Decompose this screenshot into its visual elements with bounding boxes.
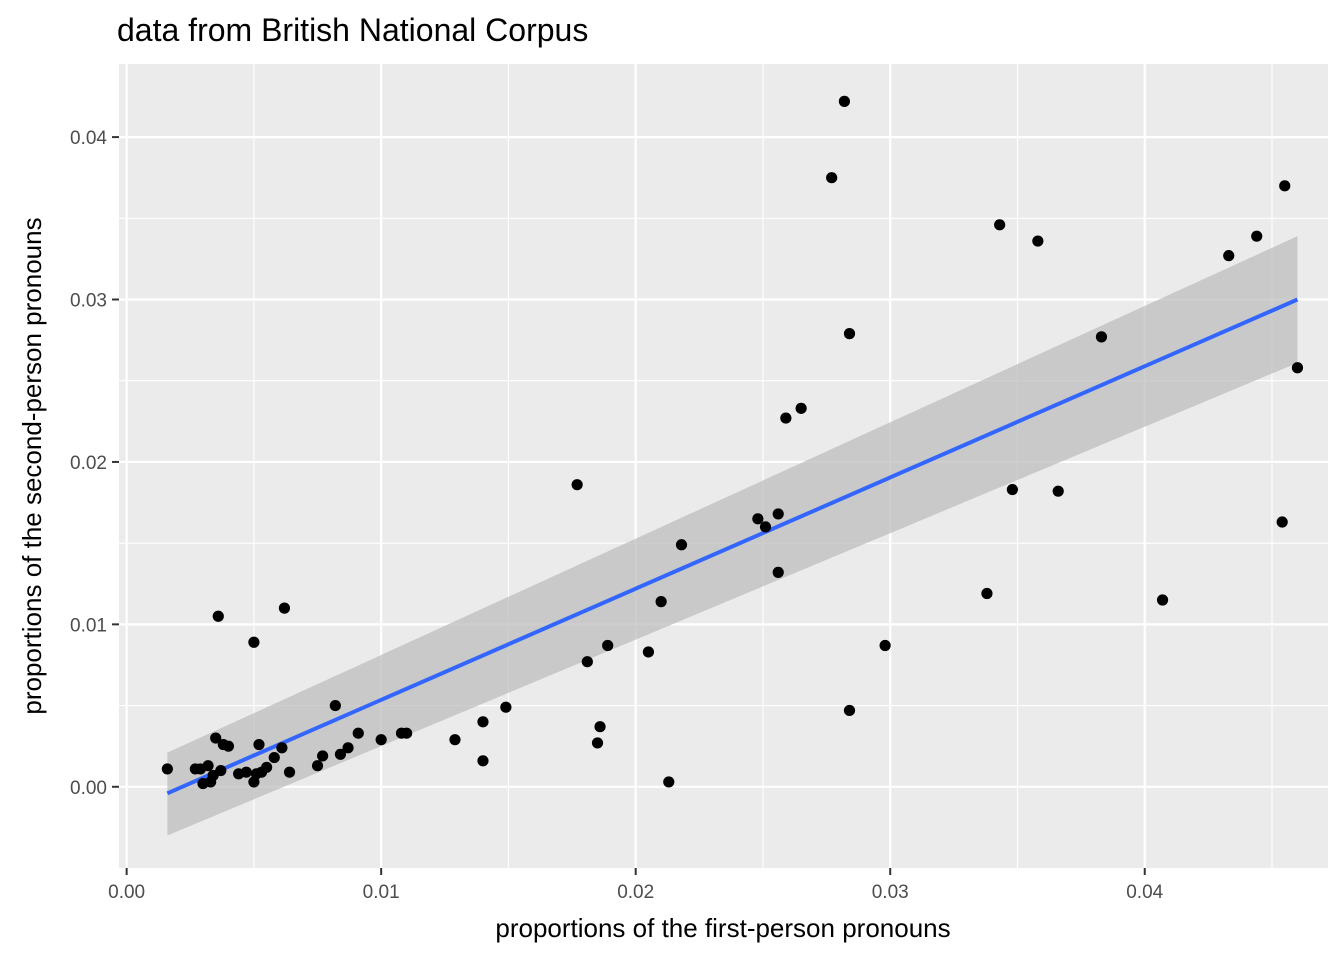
data-point — [826, 172, 838, 184]
data-point — [1052, 485, 1064, 497]
data-point — [352, 727, 364, 739]
data-point — [222, 740, 235, 752]
data-point — [655, 596, 667, 608]
data-point — [248, 636, 260, 648]
data-point — [594, 721, 606, 733]
x-axis: 0.00 0.01 0.02 0.03 0.04 — [108, 868, 1164, 903]
data-point — [334, 748, 347, 760]
data-point — [240, 766, 252, 778]
data-point — [1223, 250, 1235, 262]
y-axis-title: proportions of the second-person pronoun… — [17, 217, 47, 714]
y-tick-label: 0.04 — [70, 128, 107, 149]
y-tick-label: 0.02 — [70, 453, 107, 474]
x-tick-label: 0.01 — [363, 882, 400, 903]
data-point — [500, 701, 512, 713]
data-point — [375, 734, 387, 746]
data-point — [477, 755, 489, 767]
data-point — [210, 732, 222, 744]
data-point — [879, 639, 891, 652]
data-point — [759, 521, 772, 533]
data-point — [843, 328, 856, 340]
data-point — [477, 716, 489, 728]
data-point — [591, 737, 604, 749]
data-point — [329, 699, 341, 712]
data-point — [772, 566, 784, 578]
y-tick-label: 0.00 — [70, 778, 107, 799]
data-point — [342, 742, 354, 754]
data-point — [772, 508, 784, 520]
regression-line — [166, 297, 1299, 796]
data-point — [1276, 516, 1288, 528]
y-tick-label: 0.03 — [70, 291, 107, 312]
confidence-band — [167, 236, 1298, 836]
x-tick-label: 0.04 — [1126, 882, 1163, 903]
data-point — [981, 587, 993, 600]
data-point — [571, 479, 583, 491]
data-point — [994, 219, 1006, 231]
x-tick-label: 0.02 — [617, 882, 654, 903]
data-point — [752, 513, 764, 525]
data-point — [401, 727, 413, 739]
data-point — [215, 764, 227, 777]
data-point — [202, 760, 214, 772]
data-point — [161, 763, 173, 775]
y-tick-label: 0.01 — [70, 615, 107, 636]
data-point — [268, 751, 280, 764]
data-point — [449, 734, 461, 746]
data-point — [1279, 180, 1291, 192]
data-point — [675, 539, 688, 551]
data-point — [1095, 331, 1108, 343]
data-point — [261, 761, 273, 773]
data-point — [843, 704, 856, 717]
data-point — [317, 750, 329, 762]
data-point — [581, 656, 593, 668]
data-point — [780, 412, 792, 424]
data-point — [642, 646, 655, 658]
data-point — [1032, 235, 1044, 247]
chart-title: data from British National Corpus — [117, 12, 588, 48]
data-point — [212, 610, 224, 622]
x-tick-label: 0.03 — [872, 882, 909, 903]
data-point — [663, 776, 675, 788]
data-point — [1006, 483, 1018, 496]
data-point — [278, 602, 291, 614]
x-tick-label: 0.00 — [108, 882, 145, 903]
regression-line-group — [166, 297, 1299, 796]
data-point — [838, 95, 851, 107]
data-point — [283, 766, 296, 778]
y-axis: 0.00 0.01 0.02 0.03 0.04 — [70, 128, 119, 799]
data-point — [1291, 362, 1304, 374]
data-point — [253, 738, 265, 751]
data-points — [161, 95, 1304, 790]
data-point — [795, 402, 807, 414]
confidence-band-group — [167, 236, 1298, 836]
data-point — [276, 742, 288, 754]
data-point — [1156, 594, 1169, 606]
data-point — [1251, 230, 1263, 242]
x-axis-title: proportions of the first-person pronouns — [495, 913, 950, 943]
data-point — [602, 639, 614, 652]
data-point — [311, 760, 324, 772]
